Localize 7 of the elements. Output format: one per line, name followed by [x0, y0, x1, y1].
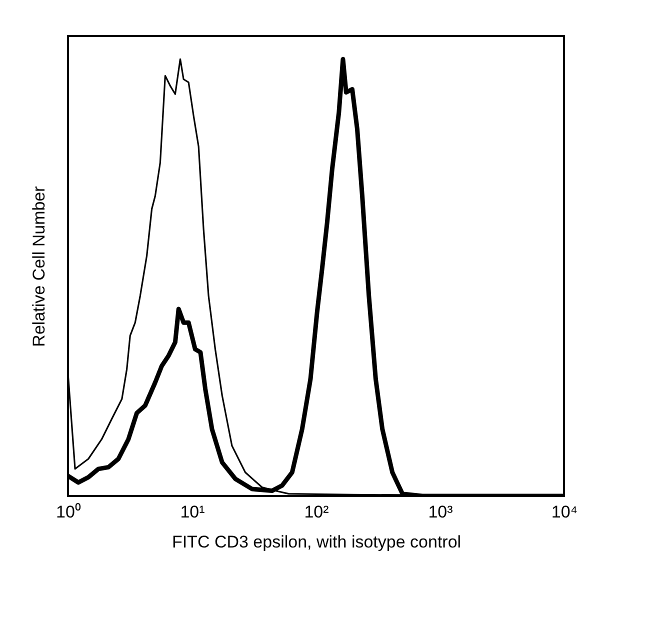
x-tick-label: 10¹ — [180, 502, 206, 522]
x-tick-label: 10³ — [428, 502, 454, 522]
x-axis-title: FITC CD3 epsilon, with isotype control — [172, 532, 462, 552]
x-tick-label: 10⁴ — [551, 502, 578, 522]
x-tick-label: 10⁰ — [56, 502, 81, 522]
x-tick-label: 10² — [304, 502, 330, 522]
y-axis-title: Relative Cell Number — [30, 186, 48, 347]
